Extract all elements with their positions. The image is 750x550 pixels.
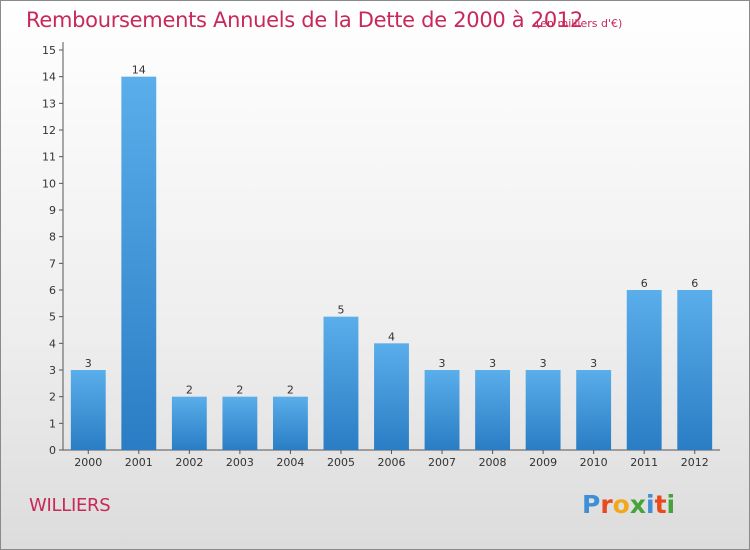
bar-value-label: 3 (590, 357, 597, 370)
x-tick-label: 2002 (175, 456, 203, 469)
bar-value-label: 5 (337, 304, 344, 317)
y-tick-label: 15 (42, 44, 56, 57)
y-tick-label: 2 (49, 391, 56, 404)
y-tick-label: 5 (49, 311, 56, 324)
logo-letter: o (612, 490, 630, 519)
bar-2012 (677, 290, 713, 450)
logo-letter: P (582, 490, 601, 519)
chart-title: Remboursements Annuels de la Dette de 20… (26, 8, 583, 32)
bar-2004 (272, 396, 308, 450)
bar-value-label: 14 (132, 64, 146, 77)
bar-2009 (525, 370, 561, 450)
y-tick-label: 8 (49, 231, 56, 244)
y-tick-label: 13 (42, 97, 56, 110)
logo-letter: i (646, 490, 655, 519)
x-tick-label: 2008 (479, 456, 507, 469)
y-tick-label: 10 (42, 177, 56, 190)
x-tick-label: 2011 (630, 456, 658, 469)
x-tick-label: 2001 (125, 456, 153, 469)
y-tick-label: 11 (42, 151, 56, 164)
y-tick-label: 9 (49, 204, 56, 217)
y-tick-label: 4 (49, 337, 56, 350)
bar-value-label: 4 (388, 330, 395, 343)
bar-2011 (626, 290, 662, 450)
bar-2008 (475, 370, 511, 450)
y-tick-label: 14 (42, 71, 56, 84)
proxiti-logo[interactable]: Proxiti (582, 490, 675, 519)
bar-value-label: 2 (287, 384, 294, 397)
bar-value-label: 2 (186, 384, 193, 397)
bar-2000 (70, 370, 106, 450)
bar-value-label: 3 (489, 357, 496, 370)
y-tick-label: 6 (49, 284, 56, 297)
x-tick-label: 2003 (226, 456, 254, 469)
bar-2006 (374, 343, 409, 450)
x-tick-label: 2009 (529, 456, 557, 469)
x-tick-label: 2012 (681, 456, 709, 469)
bar-value-label: 3 (85, 357, 92, 370)
chart-unit-note: (en milliers d'€) (536, 17, 623, 30)
y-tick-label: 12 (42, 124, 56, 137)
x-tick-label: 2000 (74, 456, 102, 469)
bar-2002 (171, 396, 207, 450)
chart-labels: 0123456789101112131415320001420012200222… (42, 44, 709, 469)
bar-2001 (121, 76, 157, 451)
x-tick-label: 2006 (378, 456, 406, 469)
x-tick-label: 2010 (580, 456, 608, 469)
bar-value-label: 6 (641, 277, 648, 290)
y-tick-label: 3 (49, 364, 56, 377)
logo-letter: r (600, 490, 613, 519)
x-tick-label: 2004 (276, 456, 304, 469)
logo-letter: t (654, 490, 667, 519)
commune-name: WILLIERS (29, 495, 111, 516)
logo-letter: i (666, 490, 676, 519)
bar-2003 (222, 396, 258, 450)
y-tick-label: 0 (49, 444, 56, 457)
x-tick-label: 2007 (428, 456, 456, 469)
logo-letter: x (629, 490, 646, 519)
bar-2007 (424, 370, 460, 450)
x-tick-label: 2005 (327, 456, 355, 469)
bar-2005 (323, 316, 359, 450)
bar-2010 (576, 370, 612, 450)
bar-value-label: 3 (439, 357, 446, 370)
y-tick-label: 1 (49, 417, 56, 430)
chart-bars (70, 76, 713, 451)
bar-value-label: 3 (540, 357, 547, 370)
y-tick-label: 7 (49, 257, 56, 270)
bar-value-label: 6 (691, 277, 698, 290)
bar-value-label: 2 (236, 384, 243, 397)
